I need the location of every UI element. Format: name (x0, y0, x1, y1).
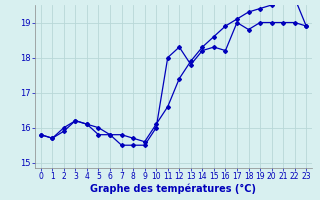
X-axis label: Graphe des températures (°C): Graphe des températures (°C) (91, 184, 257, 194)
